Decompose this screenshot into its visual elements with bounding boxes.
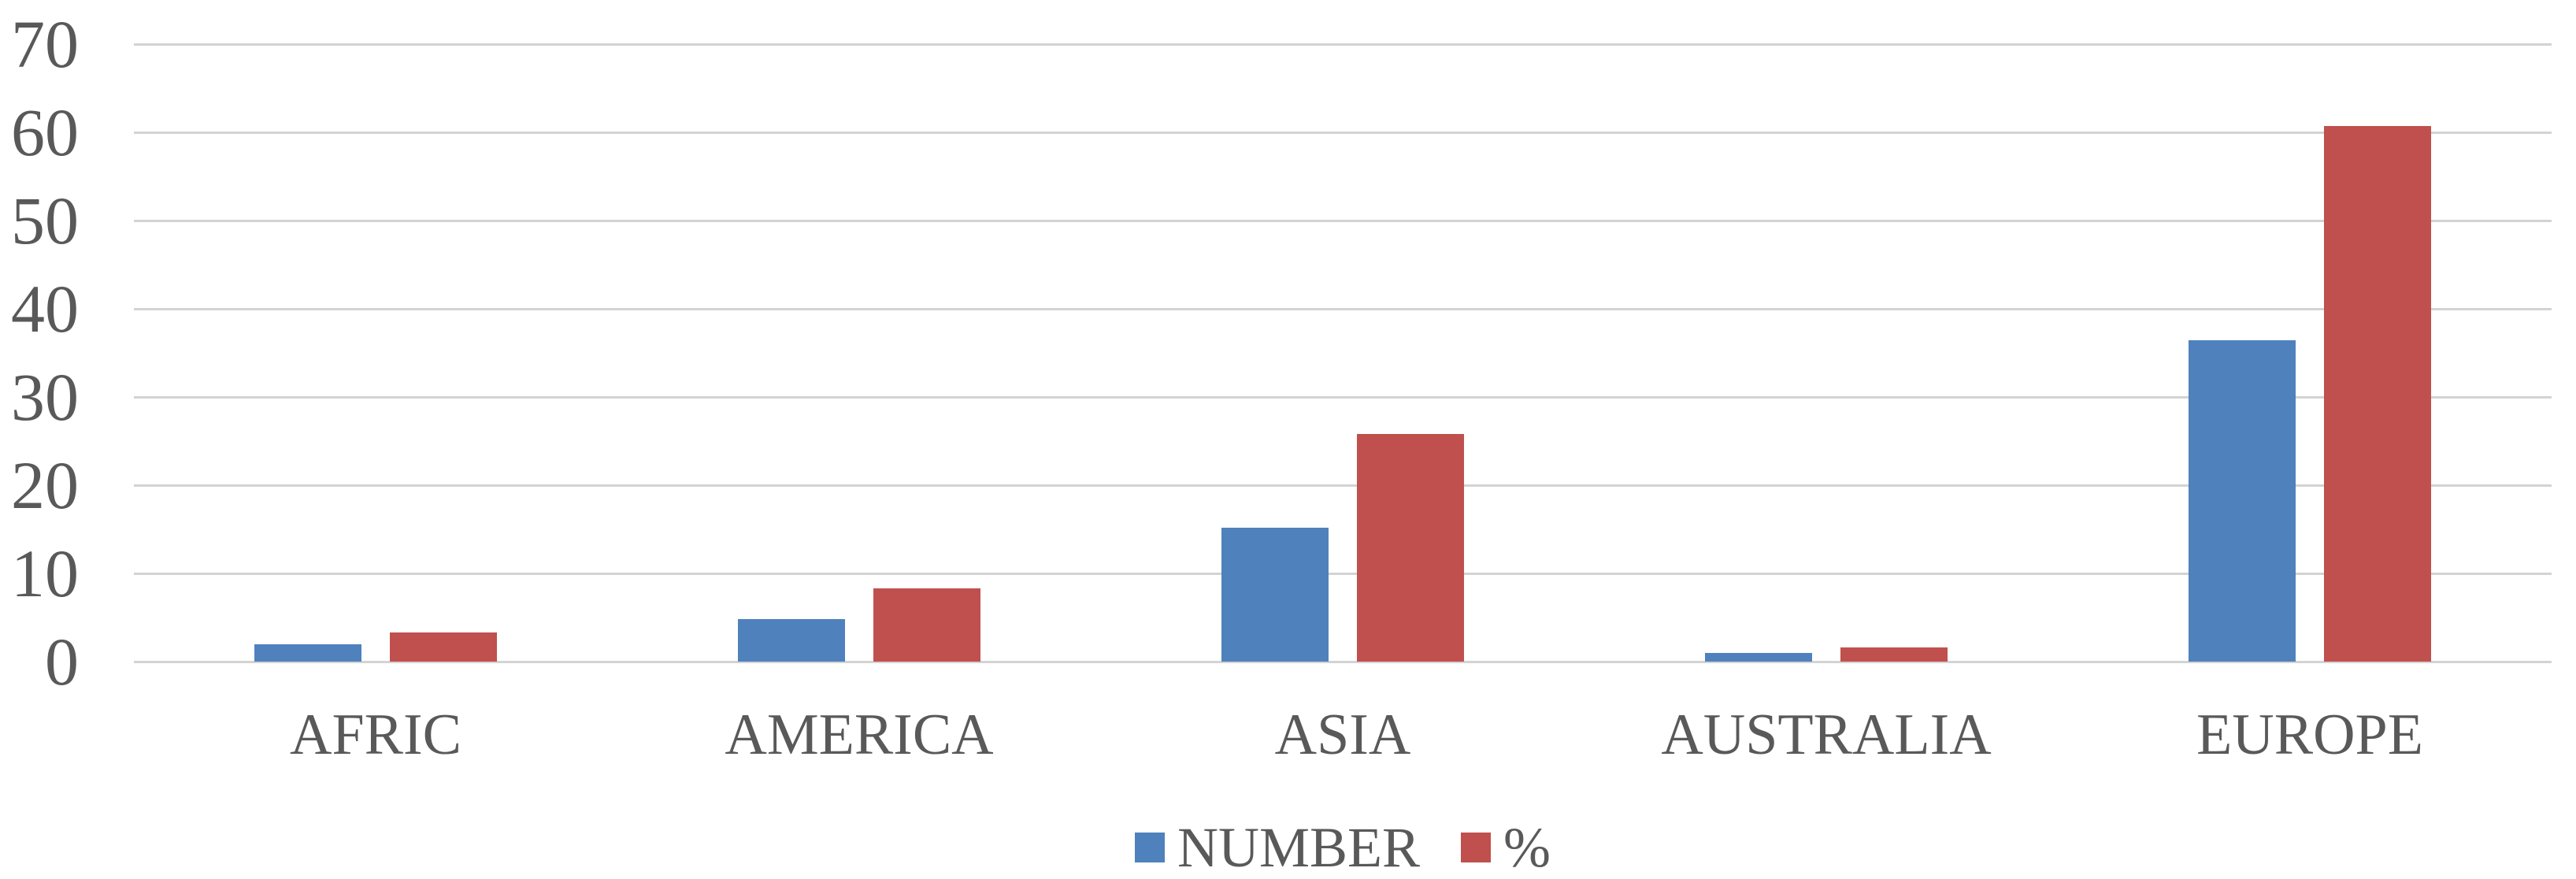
- y-axis-tick-label: 40: [11, 271, 79, 347]
- chart-legend: NUMBER%: [134, 819, 2552, 876]
- gridline-y-60: [134, 132, 2552, 134]
- gridline-y-40: [134, 308, 2552, 310]
- y-axis-tick-label: 30: [11, 359, 79, 435]
- legend-item-number: NUMBER: [1134, 816, 1421, 879]
- y-axis-tick-label: 20: [11, 447, 79, 523]
- legend-swatch-icon: [1134, 833, 1165, 862]
- gridline-y-10: [134, 573, 2552, 575]
- bar-pct-australia: [1840, 647, 1948, 662]
- y-axis-tick-label: 10: [11, 536, 79, 611]
- gridline-y-20: [134, 484, 2552, 487]
- legend-label: NUMBER: [1177, 816, 1421, 879]
- gridline-y-30: [134, 396, 2552, 399]
- y-axis-tick-label: 0: [45, 624, 79, 699]
- x-axis-category-label-afric: AFRIC: [290, 703, 461, 767]
- x-axis-category-label-asia: ASIA: [1274, 703, 1411, 767]
- gridline-y-0: [134, 661, 2552, 663]
- gridline-y-50: [134, 220, 2552, 222]
- y-axis-tick-label: 50: [11, 183, 79, 258]
- x-axis-category-label-europe: EUROPE: [2196, 703, 2423, 767]
- legend-swatch-icon: [1461, 833, 1492, 862]
- gridline-y-70: [134, 43, 2552, 46]
- bar-number-asia: [1221, 528, 1329, 662]
- bar-pct-afric: [390, 632, 497, 662]
- bar-number-america: [738, 619, 845, 662]
- bar-number-europe: [2189, 340, 2296, 662]
- y-axis-tick-label: 70: [11, 6, 79, 82]
- bar-number-afric: [254, 644, 361, 662]
- bar-pct-asia: [1357, 434, 1464, 662]
- x-axis-category-label-america: AMERICA: [725, 703, 994, 767]
- bar-pct-europe: [2324, 126, 2431, 662]
- legend-item-pct: %: [1461, 819, 1551, 876]
- x-axis-category-label-australia: AUSTRALIA: [1661, 703, 1992, 767]
- bar-number-australia: [1705, 653, 1812, 662]
- legend-label: %: [1503, 816, 1551, 879]
- bar-pct-america: [873, 588, 980, 662]
- y-axis-tick-label: 60: [11, 95, 79, 170]
